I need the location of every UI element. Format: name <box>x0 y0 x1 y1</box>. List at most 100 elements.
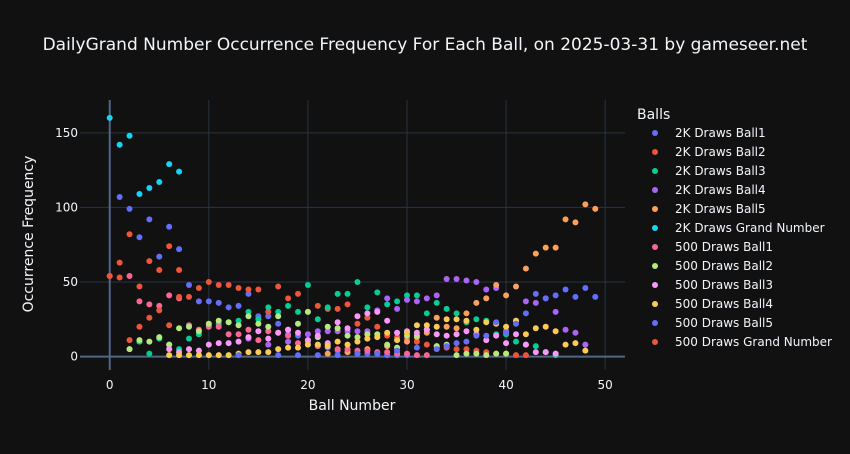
data-point <box>542 349 549 356</box>
data-point <box>285 332 292 339</box>
data-point <box>384 329 391 336</box>
data-point <box>503 329 510 336</box>
data-point <box>522 341 529 348</box>
data-point <box>404 329 410 336</box>
data-point <box>186 293 192 300</box>
legend-item[interactable]: 500 Draws Ball5 <box>652 316 773 330</box>
legend-marker <box>652 282 658 288</box>
data-point <box>522 310 529 317</box>
legend-marker <box>652 320 658 326</box>
data-point <box>136 323 143 330</box>
data-point <box>116 141 123 148</box>
chart-title: DailyGrand Number Occurrence Frequency F… <box>43 35 808 55</box>
data-point <box>433 299 440 306</box>
series-group <box>166 308 559 357</box>
data-point <box>245 286 252 293</box>
data-point <box>304 331 311 338</box>
data-point <box>255 349 262 356</box>
data-point <box>423 322 430 329</box>
data-point <box>413 292 420 299</box>
legend[interactable]: 2K Draws Ball1 2K Draws Ball2 2K Draws Bal… <box>652 126 832 349</box>
data-point <box>304 337 311 344</box>
legend-item[interactable]: 500 Draws Grand Number <box>652 335 832 349</box>
data-point <box>314 332 321 339</box>
data-point <box>304 341 311 348</box>
data-point <box>532 325 539 332</box>
legend-label: 500 Draws Ball4 <box>675 297 773 311</box>
data-point <box>205 352 212 359</box>
legend-item[interactable]: 2K Draws Grand Number <box>652 221 825 235</box>
data-point <box>215 299 222 306</box>
series-group <box>166 316 589 359</box>
data-point <box>483 337 490 344</box>
data-point <box>503 340 510 347</box>
y-tick-label: 100 <box>55 200 78 214</box>
data-point <box>592 293 599 300</box>
data-point <box>275 313 282 320</box>
data-point <box>156 307 163 314</box>
legend-item[interactable]: 2K Draws Ball1 <box>652 126 766 140</box>
data-point <box>463 338 470 345</box>
legend-label: 500 Draws Ball2 <box>675 259 773 273</box>
data-point <box>443 332 450 339</box>
data-point <box>295 308 301 315</box>
data-point <box>483 319 490 326</box>
legend-item[interactable]: 2K Draws Ball3 <box>652 164 766 178</box>
data-point <box>166 322 173 329</box>
legend-marker <box>652 339 658 345</box>
data-point <box>344 346 351 353</box>
legend-title: Balls <box>637 107 670 123</box>
data-point <box>334 352 341 359</box>
legend-item[interactable]: 500 Draws Ball3 <box>652 278 773 292</box>
data-point <box>552 308 559 315</box>
data-point <box>433 323 440 330</box>
data-point <box>324 323 331 330</box>
legend-item[interactable]: 2K Draws Ball4 <box>652 183 766 197</box>
data-point <box>364 331 371 338</box>
data-point <box>265 304 272 311</box>
data-point <box>265 313 272 320</box>
data-point <box>235 338 242 345</box>
data-point <box>473 332 480 339</box>
legend-item[interactable]: 2K Draws Ball2 <box>652 145 766 159</box>
data-point <box>205 341 212 348</box>
data-point <box>265 341 272 348</box>
data-point <box>334 319 341 326</box>
data-point <box>413 298 420 305</box>
legend-item[interactable]: 500 Draws Ball4 <box>652 297 773 311</box>
data-point <box>493 281 500 288</box>
data-point <box>255 328 262 335</box>
data-point <box>106 114 113 121</box>
data-point <box>354 338 361 345</box>
legend-item[interactable]: 500 Draws Ball1 <box>652 240 773 254</box>
data-point <box>205 278 212 285</box>
data-point <box>552 244 559 251</box>
legend-item[interactable]: 500 Draws Ball2 <box>652 259 773 273</box>
data-point <box>473 316 480 323</box>
data-point <box>364 347 371 354</box>
x-tick-label: 40 <box>498 378 513 392</box>
data-point <box>532 299 539 306</box>
data-point <box>195 352 202 359</box>
legend-item[interactable]: 2K Draws Ball5 <box>652 202 766 216</box>
data-point <box>572 219 579 226</box>
data-point <box>186 335 192 342</box>
data-point <box>572 293 579 300</box>
data-point <box>186 281 192 288</box>
data-point <box>146 301 153 308</box>
legend-label: 2K Draws Grand Number <box>675 221 825 235</box>
data-point <box>215 340 222 347</box>
data-point <box>126 231 133 238</box>
data-point <box>176 246 183 253</box>
data-point <box>423 341 430 348</box>
data-point <box>453 316 460 323</box>
legend-label: 2K Draws Ball5 <box>675 202 766 216</box>
x-tick-label: 10 <box>201 378 216 392</box>
data-point <box>334 305 341 312</box>
y-tick-label: 150 <box>55 126 78 140</box>
data-point <box>265 323 272 330</box>
data-point <box>354 350 361 357</box>
data-point <box>146 350 153 357</box>
